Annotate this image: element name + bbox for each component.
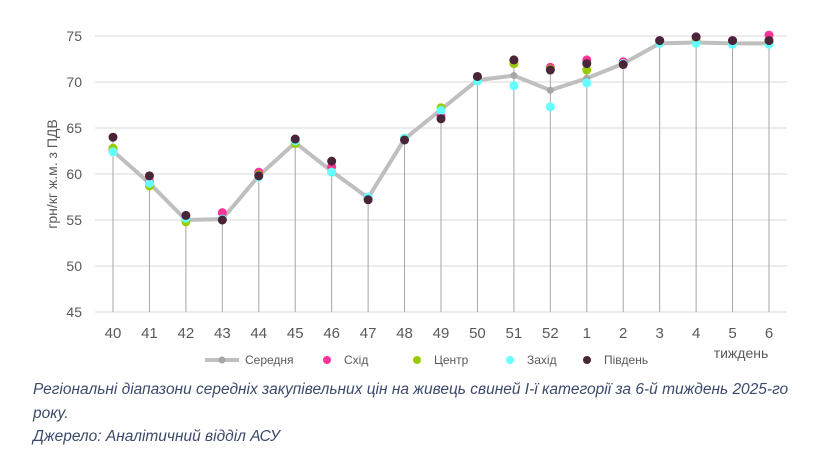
data-point-Південь xyxy=(108,132,118,142)
data-point-Південь xyxy=(436,114,446,124)
x-tick-label: 50 xyxy=(469,325,486,342)
data-point-Південь xyxy=(254,171,264,181)
legend-marker-Захід xyxy=(506,356,514,364)
x-tick-label: 5 xyxy=(728,325,736,342)
y-tick-label: 50 xyxy=(66,258,82,274)
x-tick-label: 43 xyxy=(214,325,231,342)
data-point-Південь xyxy=(582,59,592,69)
x-tick-label: 47 xyxy=(360,325,377,342)
data-point-Південь xyxy=(290,134,300,144)
data-point-Захід xyxy=(582,78,592,88)
legend-label: Схід xyxy=(344,353,368,367)
y-tick-label: 60 xyxy=(66,166,82,182)
data-point-Захід xyxy=(327,167,337,177)
x-tick-label: 41 xyxy=(141,325,158,342)
data-point-Південь xyxy=(509,55,519,65)
x-tick-label: 46 xyxy=(323,325,340,342)
legend-label: Центр xyxy=(434,353,469,367)
data-point-Південь xyxy=(400,135,410,145)
x-tick-label: 45 xyxy=(287,325,304,342)
y-tick-label: 70 xyxy=(66,74,82,90)
x-tick-label: 52 xyxy=(542,325,559,342)
data-point-Захід xyxy=(691,38,701,48)
legend-marker-Схід xyxy=(323,356,331,364)
data-point-Центр xyxy=(582,65,592,75)
data-point-Середня xyxy=(546,86,554,94)
data-point-Південь xyxy=(691,32,701,42)
x-tick-label: 3 xyxy=(655,325,663,342)
legend-label: Південь xyxy=(604,353,648,367)
data-point-Схід xyxy=(217,208,227,218)
data-point-Південь xyxy=(217,215,227,225)
data-point-Захід xyxy=(509,81,519,91)
data-point-Південь xyxy=(728,36,738,46)
data-point-Захід xyxy=(545,102,555,112)
x-tick-label: 2 xyxy=(619,325,627,342)
x-tick-label: 44 xyxy=(250,325,267,342)
data-point-Південь xyxy=(472,71,482,81)
y-tick-label: 45 xyxy=(66,304,82,320)
data-point-Захід xyxy=(144,178,154,188)
data-point-Захід xyxy=(436,106,446,116)
y-tick-label: 75 xyxy=(66,28,82,44)
x-tick-label: 49 xyxy=(433,325,450,342)
caption-source: Джерело: Аналітичний відділ АСУ xyxy=(33,428,280,445)
y-tick-label: 55 xyxy=(66,212,82,228)
legend-marker-Південь xyxy=(583,356,591,364)
x-tick-label: 51 xyxy=(506,325,523,342)
legend-label: Захід xyxy=(527,353,557,367)
data-point-Південь xyxy=(363,195,373,205)
data-point-Південь xyxy=(655,36,665,46)
data-point-Південь xyxy=(144,171,154,181)
legend-marker-Середня xyxy=(218,356,226,364)
x-tick-label: 42 xyxy=(178,325,195,342)
chart-caption: Регіональні діапазони середніх закупівел… xyxy=(33,378,803,449)
data-point-Захід xyxy=(108,147,118,157)
x-tick-label: 6 xyxy=(765,325,773,342)
x-axis-label: тиждень xyxy=(714,345,769,361)
y-tick-label: 65 xyxy=(66,120,82,136)
x-tick-label: 4 xyxy=(692,325,700,342)
legend-marker-Центр xyxy=(413,356,421,364)
data-point-Південь xyxy=(181,210,191,220)
x-tick-label: 1 xyxy=(583,325,591,342)
legend-label: Середня xyxy=(245,353,294,367)
y-axis-label: грн/кг ж.м. з ПДВ xyxy=(44,119,60,228)
x-tick-label: 48 xyxy=(396,325,413,342)
x-tick-label: 40 xyxy=(105,325,122,342)
data-point-Південь xyxy=(327,156,337,166)
data-point-Південь xyxy=(764,36,774,46)
data-point-Середня xyxy=(510,72,518,80)
data-point-Південь xyxy=(545,65,555,75)
caption-title: Регіональні діапазони середніх закупівел… xyxy=(33,381,789,422)
data-point-Південь xyxy=(618,60,628,70)
